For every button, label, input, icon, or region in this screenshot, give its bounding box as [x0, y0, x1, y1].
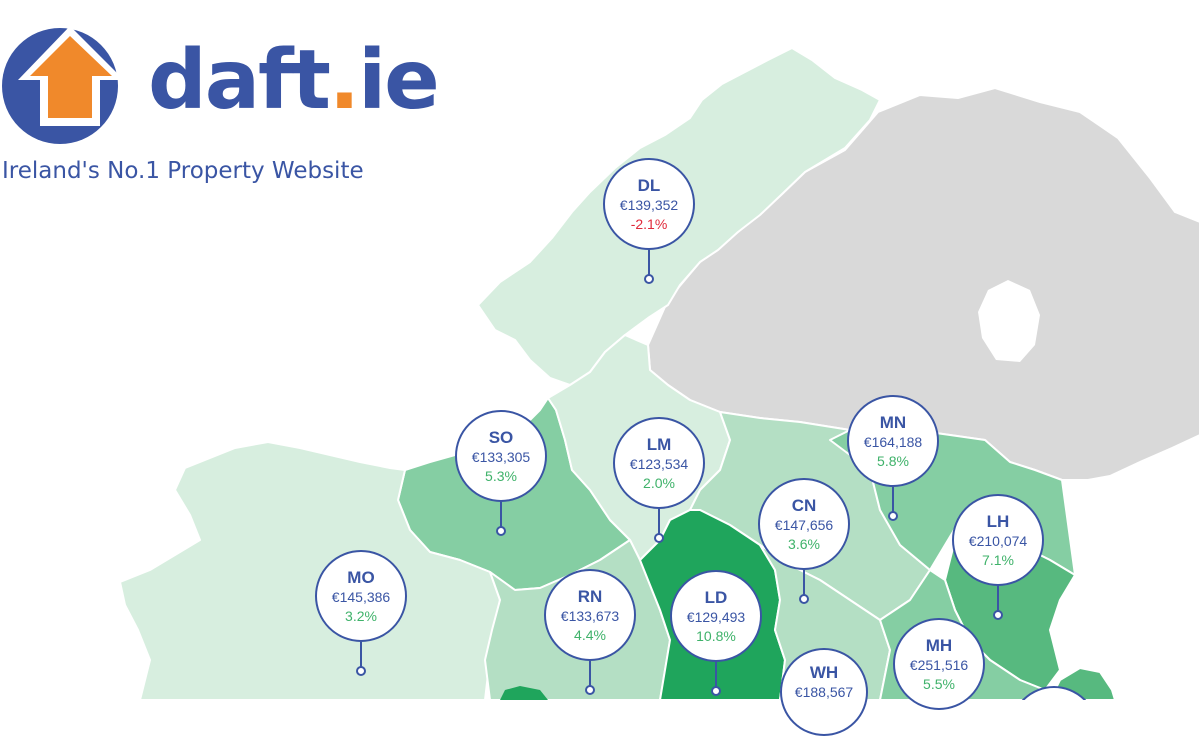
marker-wh[interactable]: WH €188,567 — [780, 648, 872, 740]
county-mayo-shape — [119, 441, 501, 700]
county-code: LM — [646, 434, 672, 454]
marker-bubble: LM €123,534 2.0% — [613, 417, 705, 509]
county-code: LD — [704, 587, 728, 607]
marker-lm[interactable]: LM €123,534 2.0% — [613, 417, 705, 543]
marker-mh[interactable]: MH €251,516 5.5% — [893, 618, 985, 710]
county-code: LH — [986, 511, 1010, 531]
county-code: RN — [577, 586, 603, 606]
marker-pin-dot — [711, 686, 721, 696]
marker-stem — [648, 250, 650, 276]
county-price: €164,188 — [863, 433, 923, 450]
county-price: €133,305 — [471, 448, 531, 465]
county-price: €251,516 — [909, 656, 969, 673]
county-change: 5.5% — [923, 675, 955, 692]
county-code: MO — [347, 567, 375, 587]
marker-stem — [892, 487, 894, 513]
county-code: MN — [879, 412, 907, 432]
logo-tagline: Ireland's No.1 Property Website — [2, 158, 364, 184]
marker-pin-dot — [644, 274, 654, 284]
marker-pin-dot — [654, 533, 664, 543]
logo-wordmark: daft.ie — [148, 33, 440, 128]
marker-bubble: MO €145,386 3.2% — [315, 550, 407, 642]
county-price: €210,074 — [968, 532, 1028, 549]
marker-cn[interactable]: CN €147,656 3.6% — [758, 478, 850, 604]
marker-bubble: MH €251,516 5.5% — [893, 618, 985, 710]
marker-bubble: DL €139,352 -2.1% — [603, 158, 695, 250]
marker-rn[interactable]: RN €133,673 4.4% — [544, 569, 636, 695]
marker-bubble: LD €129,493 10.8% — [670, 570, 762, 662]
county-code: MH — [925, 635, 953, 655]
lough-neagh — [978, 280, 1040, 362]
marker-dl[interactable]: DL €139,352 -2.1% — [603, 158, 695, 284]
county-change: 3.6% — [788, 535, 820, 552]
county-change: 2.0% — [643, 474, 675, 491]
marker-stem — [360, 642, 362, 668]
marker-stem — [803, 570, 805, 596]
county-code: CN — [791, 495, 817, 515]
marker-pin-dot — [585, 685, 595, 695]
county-price: €188,567 — [794, 684, 854, 700]
marker-bubble: SO €133,305 5.3% — [455, 410, 547, 502]
county-price: €145,386 — [331, 588, 391, 605]
daft-logo[interactable]: daft.ie Ireland's No.1 Property Website — [0, 18, 440, 198]
marker-stem — [658, 509, 660, 535]
county-price: €123,534 — [629, 455, 689, 472]
marker-pin-dot — [799, 594, 809, 604]
county-code: SO — [488, 427, 514, 447]
county-code: DL — [637, 175, 661, 195]
marker-bubble: WH €188,567 — [780, 648, 868, 736]
marker-stem — [500, 502, 502, 528]
county-price: €129,493 — [686, 608, 746, 625]
marker-mo[interactable]: MO €145,386 3.2% — [315, 550, 407, 676]
marker-bubble — [1010, 686, 1098, 700]
county-price: €133,673 — [560, 607, 620, 624]
county-change: 5.3% — [485, 467, 517, 484]
marker-bubble: RN €133,673 4.4% — [544, 569, 636, 661]
county-change: 3.2% — [345, 607, 377, 624]
marker-pin-dot — [496, 526, 506, 536]
marker-lh[interactable]: LH €210,074 7.1% — [952, 494, 1044, 620]
county-galway-patch — [500, 686, 548, 700]
county-change: 4.4% — [574, 626, 606, 643]
house-arrow-icon — [2, 26, 124, 144]
marker-bubble: LH €210,074 7.1% — [952, 494, 1044, 586]
marker-pin-dot — [356, 666, 366, 676]
marker-mn[interactable]: MN €164,188 5.8% — [847, 395, 939, 521]
county-change: 10.8% — [696, 627, 736, 644]
marker-pin-dot — [888, 511, 898, 521]
county-code: WH — [809, 663, 839, 682]
marker-pin-dot — [993, 610, 1003, 620]
marker-so[interactable]: SO €133,305 5.3% — [455, 410, 547, 536]
marker-stem — [589, 661, 591, 687]
county-change: -2.1% — [630, 215, 668, 232]
county-change: 7.1% — [982, 551, 1014, 568]
county-price: €147,656 — [774, 516, 834, 533]
marker-ld[interactable]: LD €129,493 10.8% — [670, 570, 762, 696]
county-change: 5.8% — [877, 452, 909, 469]
marker-bubble: MN €164,188 5.8% — [847, 395, 939, 487]
marker-bubble: CN €147,656 3.6% — [758, 478, 850, 570]
marker-stem — [715, 662, 717, 688]
marker-partial[interactable] — [1010, 686, 1100, 700]
county-price: €139,352 — [619, 196, 679, 213]
marker-stem — [997, 586, 999, 612]
